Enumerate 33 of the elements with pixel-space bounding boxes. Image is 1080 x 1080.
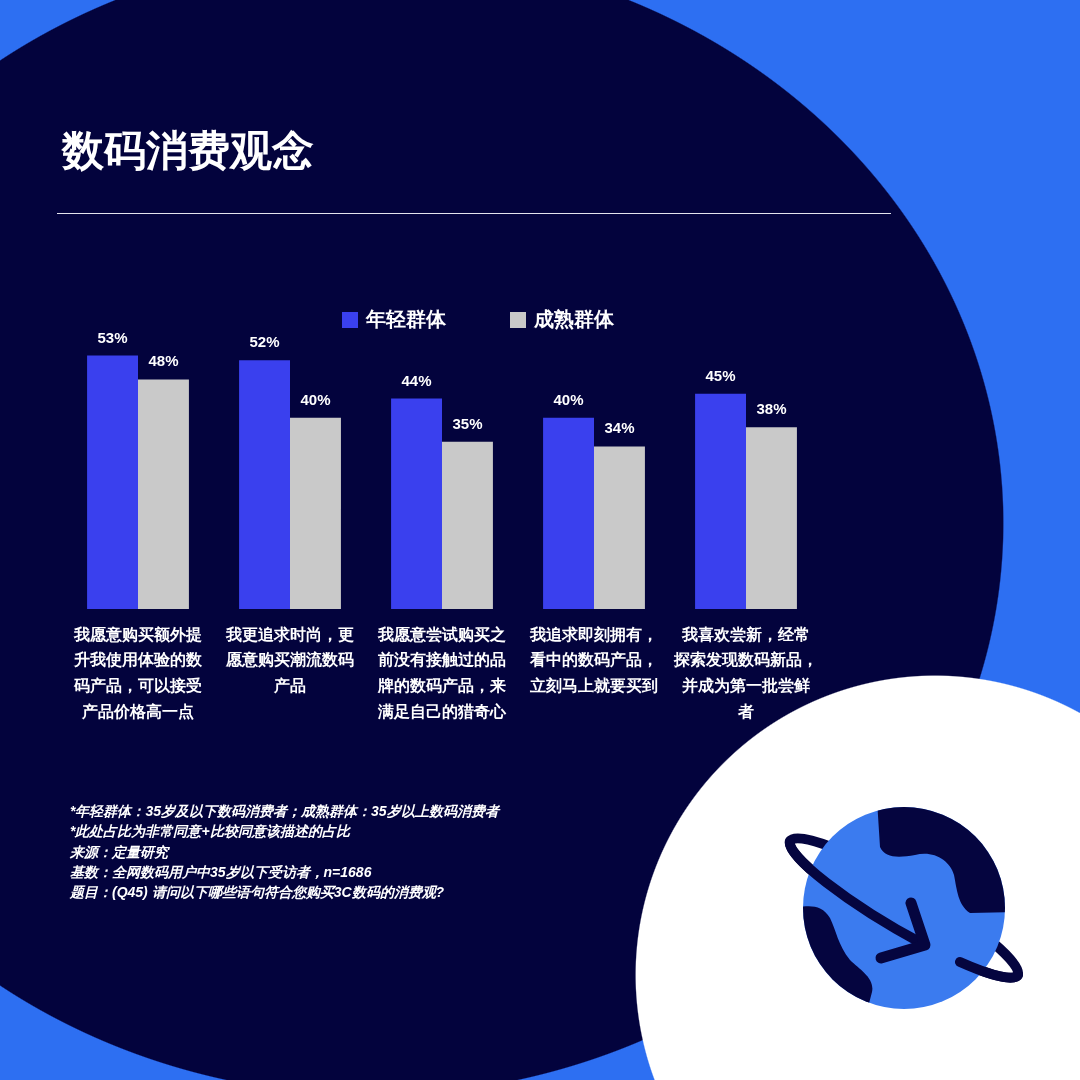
data-label: 52% [249, 333, 280, 351]
data-label: 34% [604, 419, 635, 437]
x-tick-label: 我喜欢尝新，经常探索发现数码新品，并成为第一批尝鲜者 [673, 625, 818, 720]
x-tick-label: 我愿意尝试购买之前没有接触过的品牌的数码产品，来满足自己的猎奇心 [377, 625, 507, 720]
bar [290, 417, 341, 609]
data-label: 38% [756, 400, 787, 418]
data-label: 40% [300, 390, 331, 408]
text: *年轻群体：35岁及以下数码消费者；成熟群体：35岁以上数码消费者 [70, 802, 499, 821]
text: 题目：(Q45) 请问以下哪些语句符合您购买3C数码的消费观? [70, 883, 446, 903]
legend-label: 年轻群体 [365, 308, 447, 330]
x-tick-label: 我愿意购买额外提升我使用体验的数码产品，可以接受产品价格高一点 [73, 625, 203, 721]
chart-title: 数码消费观念 [61, 127, 314, 174]
data-label: 40% [553, 390, 584, 408]
bar [391, 398, 442, 609]
text: 基数：全网数码用户中35岁以下受访者，n=1686 [70, 862, 373, 882]
bar [746, 427, 797, 609]
bar [239, 360, 290, 609]
data-label: 44% [401, 371, 432, 389]
source-note: 来源：定量研究 [70, 842, 171, 862]
legend-label: 成熟群体 [533, 308, 615, 330]
data-label: 45% [705, 366, 736, 384]
data-label: 48% [148, 352, 179, 370]
data-label: 35% [452, 414, 483, 432]
bar [138, 379, 189, 609]
bar [543, 417, 594, 609]
bar [594, 446, 645, 609]
bar [87, 355, 138, 609]
bar [442, 441, 493, 609]
bar [695, 393, 746, 609]
x-tick-label: 我追求即刻拥有，看中的数码产品，立刻马上就要买到 [529, 625, 658, 694]
text: *此处占比为非常同意+比较同意该描述的占比 [70, 822, 352, 842]
data-label: 53% [97, 328, 128, 346]
x-tick-label: 我更追求时尚，更愿意购买潮流数码产品 [225, 625, 354, 694]
